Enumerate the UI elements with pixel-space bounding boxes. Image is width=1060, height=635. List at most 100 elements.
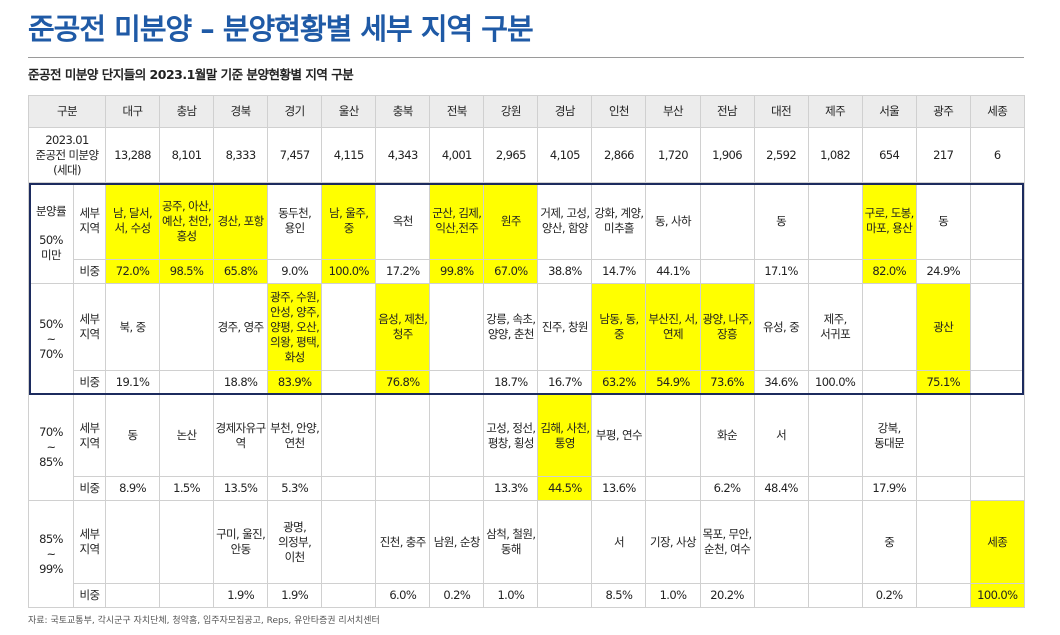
count-cell: 2,592 bbox=[753, 127, 809, 183]
share-cell: 48.4% bbox=[753, 476, 809, 501]
title-rule bbox=[28, 57, 1024, 58]
count-cell: 1,906 bbox=[699, 127, 755, 183]
area-cell: 광양, 나주, 장흥 bbox=[699, 283, 755, 371]
share-cell bbox=[915, 583, 971, 608]
count-cell: 1,082 bbox=[807, 127, 863, 183]
share-cell: 75.1% bbox=[915, 370, 971, 395]
area-cell: 광명, 의정부, 이천 bbox=[267, 500, 323, 584]
area-cell bbox=[969, 182, 1025, 260]
share-row: 비중 1.9% 1.9% 6.0% 0.2% 1.0% 8.5% 1.0% 20.2% 0.2% 1… bbox=[29, 583, 1025, 608]
area-cell: 광주, 수원, 안성, 양주, 양평, 오산, 의왕, 평택, 화성 bbox=[267, 283, 323, 371]
area-cell: 중 bbox=[861, 500, 917, 584]
share-cell bbox=[159, 583, 215, 608]
area-cell: 남, 울주, 중 bbox=[321, 182, 377, 260]
count-cell: 4,001 bbox=[429, 127, 485, 183]
count-cell: 217 bbox=[915, 127, 971, 183]
area-cell: 동 bbox=[915, 182, 971, 260]
share-cell: 38.8% bbox=[537, 259, 593, 284]
area-cell bbox=[321, 394, 377, 477]
share-cell bbox=[861, 370, 917, 395]
area-cell: 유성, 중 bbox=[753, 283, 809, 371]
area-cell: 동두천, 용인 bbox=[267, 182, 323, 260]
area-cell: 원주 bbox=[483, 182, 539, 260]
column-header: 대전 bbox=[753, 95, 809, 128]
region-table: 구분 대구 충남 경북 경기 울산 충북 전북 강원 경남 인천 부산 전남 대전 제주 서울 광주 세종 2023… bbox=[28, 95, 1025, 608]
group-label-line: ~ bbox=[46, 546, 56, 561]
area-cell: 동 bbox=[753, 182, 809, 260]
count-cell: 4,115 bbox=[321, 127, 377, 183]
group-label-line: 99% bbox=[39, 561, 63, 576]
share-cell: 44.5% bbox=[537, 476, 593, 501]
share-cell bbox=[807, 259, 863, 284]
area-cell bbox=[969, 394, 1025, 477]
share-cell: 83.9% bbox=[267, 370, 323, 395]
detail-row: 85% ~99% 세부 지역 구미, 울진, 안동 광명, 의정부, 이천 진천, 충주 남… bbox=[28, 500, 1025, 608]
area-cell bbox=[321, 283, 377, 371]
share-cell bbox=[321, 476, 377, 501]
area-cell bbox=[699, 182, 755, 260]
area-cell: 진주, 창원 bbox=[537, 283, 593, 371]
share-label: 비중 bbox=[73, 583, 106, 608]
area-cell: 강릉, 속초, 양양, 춘천 bbox=[483, 283, 539, 371]
area-cell: 광산 bbox=[915, 283, 971, 371]
area-cell: 제주, 서귀포 bbox=[807, 283, 863, 371]
share-cell bbox=[753, 583, 809, 608]
share-cell bbox=[321, 370, 377, 395]
share-cell bbox=[969, 259, 1025, 284]
share-cell bbox=[969, 476, 1025, 501]
area-cell: 경제자유구역 bbox=[213, 394, 269, 477]
area-cell bbox=[807, 394, 863, 477]
source-note: 자료: 국토교통부, 각시군구 자치단체, 청약홈, 입주자모집공고, Reps… bbox=[28, 616, 380, 626]
area-cell: 목포, 무안, 순천, 여수 bbox=[699, 500, 755, 584]
column-header: 경남 bbox=[537, 95, 593, 128]
share-cell: 6.0% bbox=[375, 583, 431, 608]
share-cell bbox=[915, 476, 971, 501]
column-header: 대구 bbox=[104, 95, 161, 128]
share-cell bbox=[429, 370, 485, 395]
share-cell: 44.1% bbox=[645, 259, 701, 284]
count-cell: 8,333 bbox=[213, 127, 269, 183]
group-label-line: 85% bbox=[39, 531, 63, 546]
share-cell: 98.5% bbox=[159, 259, 215, 284]
area-cell bbox=[375, 394, 431, 477]
header-row: 구분 대구 충남 경북 경기 울산 충북 전북 강원 경남 인천 부산 전남 대전 제주 서울 광주 세종 bbox=[28, 95, 1025, 128]
column-header: 전남 bbox=[699, 95, 755, 128]
share-label: 비중 bbox=[73, 476, 106, 501]
column-header: 부산 bbox=[645, 95, 701, 128]
area-cell: 고성, 정선, 평창, 횡성 bbox=[483, 394, 539, 477]
share-cell: 1.0% bbox=[483, 583, 539, 608]
group-label-line: 미만 bbox=[41, 247, 62, 262]
share-cell: 24.9% bbox=[915, 259, 971, 284]
group-label-line: ~ bbox=[46, 331, 56, 346]
group-label: 85% ~99% bbox=[28, 500, 74, 608]
area-cell: 거제, 고성, 양산, 함양 bbox=[537, 182, 593, 260]
share-cell: 1.5% bbox=[159, 476, 215, 501]
group-label-line: 50% bbox=[39, 232, 63, 247]
area-cell: 남, 달서, 서, 수성 bbox=[104, 182, 161, 260]
count-cell: 7,457 bbox=[267, 127, 323, 183]
share-cell: 73.6% bbox=[699, 370, 755, 395]
share-cell: 54.9% bbox=[645, 370, 701, 395]
area-cell: 구미, 울진, 안동 bbox=[213, 500, 269, 584]
column-header: 경기 bbox=[267, 95, 323, 128]
share-cell: 100.0% bbox=[807, 370, 863, 395]
area-cell bbox=[861, 283, 917, 371]
area-cell bbox=[915, 500, 971, 584]
count-cell: 4,105 bbox=[537, 127, 593, 183]
share-cell bbox=[429, 476, 485, 501]
count-label: 2023.01 준공전 미분양 (세대) bbox=[28, 127, 106, 183]
count-cell: 2,965 bbox=[483, 127, 539, 183]
share-cell: 100.0% bbox=[321, 259, 377, 284]
share-cell bbox=[645, 476, 701, 501]
area-cell: 서 bbox=[753, 394, 809, 477]
group-label-line: ~ bbox=[46, 440, 56, 454]
share-cell: 19.1% bbox=[104, 370, 161, 395]
area-cell: 세종 bbox=[969, 500, 1025, 584]
share-cell: 34.6% bbox=[753, 370, 809, 395]
area-cell: 강북, 동대문 bbox=[861, 394, 917, 477]
count-cell: 6 bbox=[969, 127, 1025, 183]
column-header: 전북 bbox=[429, 95, 485, 128]
share-cell: 72.0% bbox=[104, 259, 161, 284]
share-cell bbox=[321, 583, 377, 608]
share-cell: 9.0% bbox=[267, 259, 323, 284]
